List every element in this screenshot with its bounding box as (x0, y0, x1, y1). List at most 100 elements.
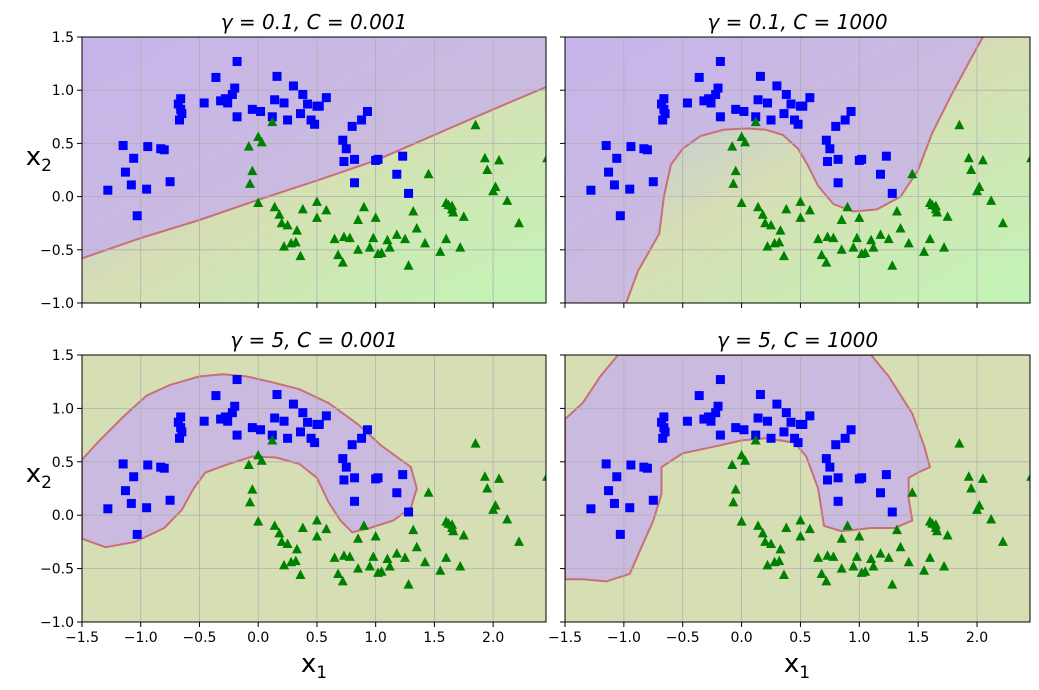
point-triangle (400, 233, 411, 244)
point-square (279, 416, 289, 426)
point-triangle (435, 246, 446, 256)
point-square (715, 112, 725, 122)
point-square (713, 401, 723, 411)
point-square (793, 119, 803, 129)
point-square (753, 413, 763, 423)
point-triangle (868, 242, 879, 252)
point-square (846, 106, 856, 116)
point-triangle (423, 487, 434, 497)
point-square (247, 104, 257, 114)
point-triangle (903, 237, 914, 248)
x-tick-label: −1.0 (124, 630, 158, 646)
point-square (625, 503, 635, 513)
point-triangle (854, 531, 865, 541)
point-square (126, 498, 136, 508)
point-triangle (384, 560, 395, 571)
point-square (270, 95, 280, 105)
point-square (357, 115, 367, 125)
point-triangle (730, 484, 741, 494)
point-triangle (443, 199, 454, 210)
point-square (143, 460, 153, 470)
y-tick-label: 1.0 (52, 401, 74, 417)
x-tick-label: 1.5 (423, 630, 445, 646)
point-triangle (321, 204, 332, 215)
point-square (398, 470, 408, 480)
point-square (658, 115, 668, 125)
point-square (230, 83, 240, 93)
point-triangle (274, 209, 285, 219)
y-tick-label: 1.5 (52, 348, 74, 364)
point-square (247, 423, 257, 433)
point-square (821, 135, 831, 145)
point-triangle (997, 217, 1008, 228)
y-tick-label: 0.5 (52, 136, 74, 152)
x-tick-label: −1.5 (548, 630, 582, 646)
x-tick-label: −1.5 (65, 630, 99, 646)
point-triangle (986, 513, 997, 524)
point-triangle (295, 569, 306, 580)
point-square (174, 115, 184, 125)
point-triangle (353, 214, 364, 225)
point-triangle (282, 538, 293, 549)
point-triangle (728, 178, 739, 188)
point-square (825, 462, 835, 472)
point-square (615, 211, 625, 221)
point-triangle (267, 434, 278, 445)
point-triangle (891, 205, 902, 216)
x-tick-label: −1.0 (607, 630, 641, 646)
point-triangle (875, 229, 886, 239)
ticks: −1.5 −1.0 −0.5 0.0 0.5 1.0 1.5 2.0 (548, 354, 988, 646)
point-square (314, 419, 324, 429)
point-triangle (243, 459, 254, 470)
point-square (659, 423, 669, 433)
point-triangle (868, 560, 879, 571)
x-tick-label: 1.0 (365, 630, 387, 646)
point-square (159, 463, 169, 473)
x-tick-label: 0.5 (789, 630, 811, 646)
point-triangle (364, 242, 375, 252)
point-triangle (482, 164, 493, 174)
point-square (854, 474, 864, 484)
point-square (753, 95, 763, 105)
point-triangle (1026, 155, 1030, 163)
point-square (298, 89, 308, 99)
point-square (176, 104, 186, 114)
point-square (216, 96, 226, 106)
point-square (339, 156, 349, 166)
point-triangle (256, 136, 267, 147)
point-triangle (403, 579, 414, 589)
point-triangle (321, 523, 332, 534)
point-triangle (1026, 473, 1030, 481)
x-tick-label: −0.5 (666, 630, 700, 646)
point-square (199, 98, 209, 108)
point-triangle (895, 223, 906, 233)
point-triangle (963, 152, 974, 163)
point-triangle (420, 556, 431, 567)
point-square (762, 416, 772, 426)
point-triangle (919, 565, 930, 575)
point-triangle (848, 242, 859, 252)
point-square (350, 473, 360, 483)
point-triangle (816, 568, 827, 578)
point-square (132, 529, 142, 539)
decision-region-square-class (82, 37, 546, 259)
point-triangle (942, 529, 953, 540)
point-triangle (470, 119, 481, 130)
point-triangle (382, 234, 393, 245)
point-triangle (408, 205, 419, 216)
point-triangle (391, 229, 402, 239)
point-square (165, 177, 175, 187)
point-triangle (804, 204, 815, 215)
x-axis-label-right: x1 (784, 649, 810, 683)
point-square (658, 433, 668, 443)
point-square (211, 72, 221, 82)
point-triangle (338, 550, 349, 560)
point-triangle (848, 560, 859, 571)
point-triangle (939, 560, 950, 571)
point-triangle (448, 207, 459, 217)
point-triangle (816, 249, 827, 260)
point-triangle (757, 527, 768, 538)
point-square (132, 211, 142, 221)
point-square (657, 417, 667, 427)
